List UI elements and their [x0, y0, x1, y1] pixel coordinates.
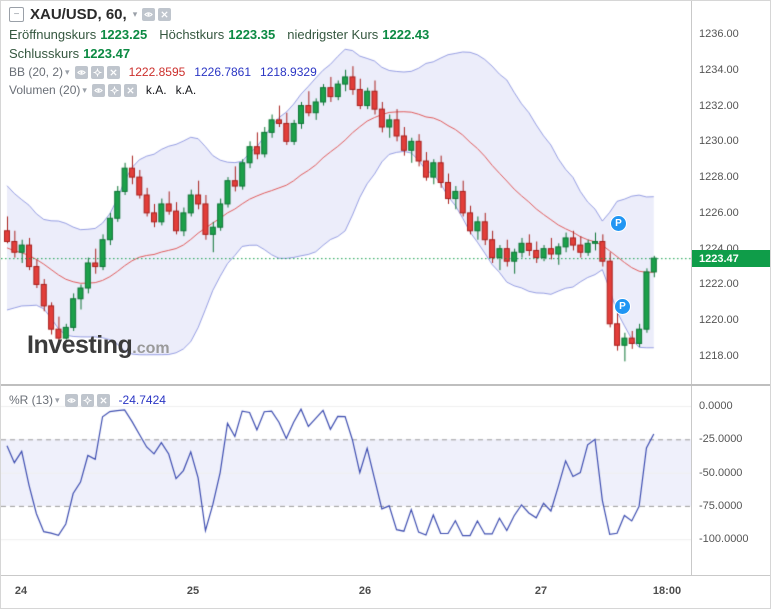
time-tick-label: 27 [534, 585, 548, 597]
visibility-icon[interactable] [74, 65, 88, 79]
price-tick-label: 1230.00 [699, 135, 739, 148]
low-label: niedrigster Kurs [287, 27, 379, 42]
price-tick-label: 1232.00 [699, 99, 739, 112]
price-tick-label: 1236.00 [699, 28, 739, 40]
price-axis[interactable]: 1223.47 1236.00 1234.00 1232.00 1230.00 1228… [691, 1, 770, 575]
chevron-down-icon[interactable]: ▾ [132, 9, 138, 19]
visibility-icon[interactable] [64, 393, 78, 407]
wr-tick-label: -50.0000 [699, 466, 743, 479]
volume-value: k.A. [145, 83, 167, 97]
bb-lower-value: 1218.9329 [260, 65, 317, 79]
settings-gear-icon[interactable] [80, 393, 94, 407]
close-icon[interactable] [96, 393, 110, 407]
high-label: Höchstkurs [159, 27, 225, 42]
open-label: Eröffnungskurs [9, 27, 97, 42]
time-tick-label: 25 [186, 585, 200, 597]
high-value: 1223.35 [228, 27, 276, 42]
chevron-down-icon[interactable]: ▾ [82, 84, 87, 95]
collapse-chart-icon[interactable]: − [9, 7, 24, 22]
bb-upper-value: 1226.7861 [194, 65, 252, 79]
open-value: 1223.25 [100, 27, 148, 42]
wr-indicator-legend: %R (13) ▾ -24.7424 [9, 393, 175, 411]
current-price-label: 1223.47 [699, 252, 739, 265]
ohlc-row-1: Eröffnungskurs 1223.25 Höchstkurs 1223.3… [9, 27, 441, 42]
close-icon[interactable] [106, 65, 120, 79]
position-marker[interactable]: P [614, 298, 631, 315]
price-tick-label: 1228.00 [699, 171, 739, 184]
time-axis[interactable]: 24 25 26 27 18:00 [1, 575, 770, 608]
symbol-title[interactable]: XAU/USD, 60, [30, 6, 127, 23]
bb-indicator-row: BB (20, 2) ▾ 1222.8595 1226.7861 1218.93… [9, 65, 441, 79]
wr-indicator-row: %R (13) ▾ -24.7424 [9, 393, 175, 407]
chevron-down-icon[interactable]: ▾ [55, 394, 60, 405]
current-price-tag: 1223.47 [692, 250, 770, 268]
chart-legend: − XAU/USD, 60, ▾ Eröffnungskurs 1223.25 … [9, 6, 441, 101]
ohlc-row-2: Schlusskurs 1223.47 [9, 46, 441, 61]
wr-tick-label: -25.0000 [699, 433, 743, 446]
volume-indicator-row: Volumen (20) ▾ k.A. k.A. [9, 83, 441, 97]
price-tick-label: 1220.00 [699, 314, 739, 327]
wr-tick-label: -100.0000 [699, 533, 749, 546]
time-tick-label: 26 [358, 585, 372, 597]
close-icon[interactable] [158, 8, 172, 21]
close-label: Schlusskurs [9, 46, 80, 61]
volume-label[interactable]: Volumen (20) [9, 83, 81, 97]
pane-divider[interactable] [1, 384, 770, 386]
time-tick-label: 18:00 [652, 585, 682, 597]
time-tick-label: 24 [14, 585, 28, 597]
visibility-icon[interactable] [142, 8, 156, 21]
price-tick-label: 1234.00 [699, 63, 739, 76]
price-tick-label: 1222.00 [699, 278, 739, 291]
symbol-row: − XAU/USD, 60, ▾ [9, 6, 441, 23]
chevron-down-icon[interactable]: ▾ [65, 66, 70, 77]
price-tick-label: 1218.00 [699, 350, 739, 362]
close-icon[interactable] [123, 83, 137, 97]
bb-mid-value: 1222.8595 [128, 65, 186, 79]
wr-tick-label: 0.0000 [699, 400, 733, 412]
close-value: 1223.47 [83, 46, 131, 61]
bb-label[interactable]: BB (20, 2) [9, 65, 64, 79]
settings-gear-icon[interactable] [90, 65, 104, 79]
volume-ma-value: k.A. [175, 83, 197, 97]
price-tick-label: 1226.00 [699, 206, 739, 219]
position-marker[interactable]: P [610, 215, 627, 232]
wr-value: -24.7424 [118, 393, 166, 407]
settings-gear-icon[interactable] [107, 83, 121, 97]
visibility-icon[interactable] [91, 83, 105, 97]
low-value: 1222.43 [382, 27, 430, 42]
wr-label[interactable]: %R (13) [9, 393, 54, 407]
wr-tick-label: -75.0000 [699, 499, 743, 512]
